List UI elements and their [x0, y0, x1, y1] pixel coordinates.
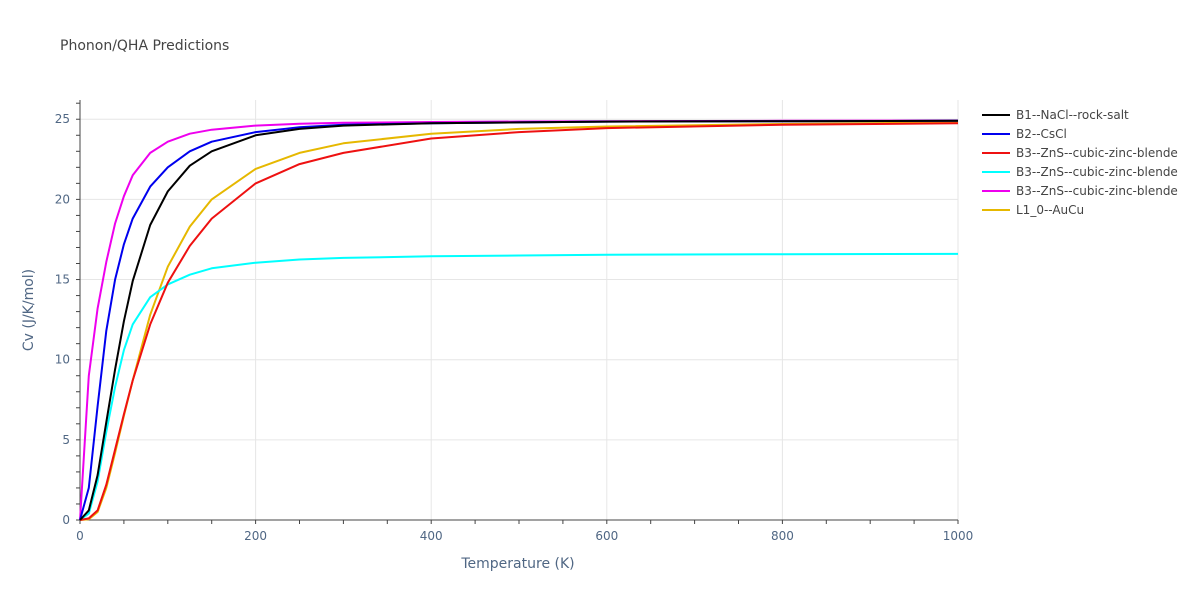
series-line-2 — [79, 122, 959, 521]
axes — [76, 100, 959, 524]
y-tick-label: 5 — [62, 433, 70, 447]
x-tick-label: 400 — [420, 529, 443, 543]
y-tick-label: 20 — [55, 192, 70, 206]
y-tick-label: 25 — [55, 112, 70, 126]
legend-item-label[interactable]: L1_0--AuCu — [1016, 203, 1084, 217]
legend[interactable]: B1--NaCl--rock-salt B2--CsCl B3--ZnS--cubi… — [982, 108, 1178, 217]
series-line-5 — [79, 121, 959, 521]
tick-labels: 0 200 400 600 800 1000 0 5 10 15 20 25 — [55, 112, 974, 543]
chart-title: Phonon/QHA Predictions — [60, 38, 229, 54]
legend-item-label[interactable]: B3--ZnS--cubic-zinc-blende — [1016, 165, 1178, 179]
x-tick-label: 1000 — [943, 529, 974, 543]
series-line-3 — [79, 252, 959, 521]
legend-item-label[interactable]: B3--ZnS--cubic-zinc-blende — [1016, 146, 1178, 160]
y-tick-label: 15 — [55, 273, 70, 287]
x-tick-label: 800 — [771, 529, 794, 543]
y-tick-label: 10 — [55, 353, 70, 367]
legend-item-label[interactable]: B2--CsCl — [1016, 127, 1067, 141]
legend-item-label[interactable]: B3--ZnS--cubic-zinc-blende — [1016, 184, 1178, 198]
legend-item-label[interactable]: B1--NaCl--rock-salt — [1016, 108, 1129, 122]
series-line-0 — [79, 119, 959, 521]
series-group — [79, 119, 959, 521]
grid — [80, 100, 959, 520]
x-tick-label: 200 — [244, 529, 267, 543]
x-tick-label: 0 — [76, 529, 84, 543]
y-axis-title: Cv (J/K/mol) — [21, 269, 37, 351]
y-tick-label: 0 — [62, 513, 70, 527]
x-axis-title: Temperature (K) — [460, 556, 574, 572]
x-tick-label: 600 — [595, 529, 618, 543]
